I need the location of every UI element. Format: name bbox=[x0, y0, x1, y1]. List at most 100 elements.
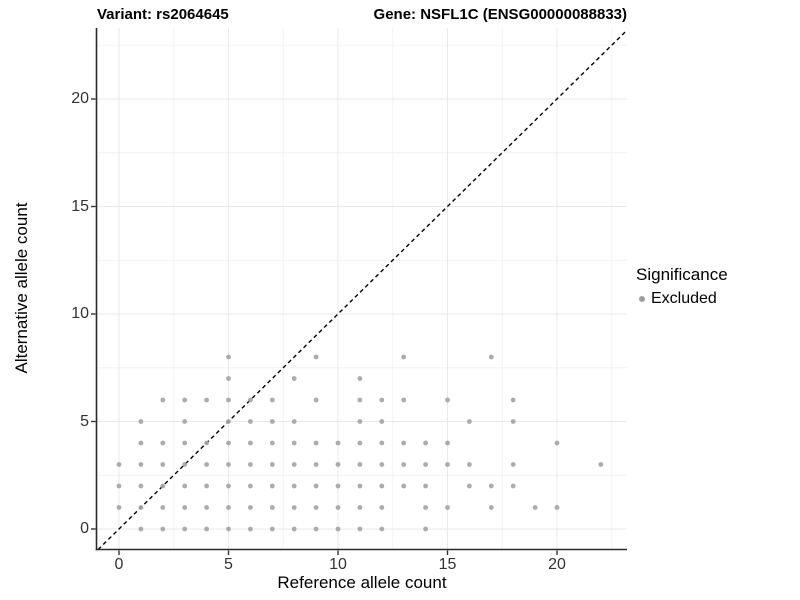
data-point bbox=[160, 462, 166, 467]
data-point bbox=[160, 483, 166, 489]
data-point bbox=[313, 440, 319, 446]
legend-items: Excluded bbox=[636, 290, 728, 308]
data-point bbox=[248, 397, 253, 403]
data-point bbox=[598, 462, 604, 467]
data-point bbox=[182, 462, 188, 467]
data-point bbox=[488, 483, 494, 489]
data-point bbox=[204, 440, 210, 446]
data-point bbox=[116, 505, 122, 510]
x-tick-label: 0 bbox=[114, 556, 124, 573]
data-point bbox=[488, 505, 494, 510]
data-point bbox=[379, 462, 385, 467]
data-point bbox=[291, 462, 297, 467]
data-point bbox=[313, 483, 319, 489]
legend: Significance Excluded bbox=[636, 265, 728, 308]
data-point bbox=[335, 483, 341, 489]
data-point bbox=[248, 526, 253, 532]
data-point bbox=[357, 526, 363, 532]
x-tick-label: 20 bbox=[548, 556, 566, 573]
data-point bbox=[510, 483, 516, 489]
y-tick-label: 5 bbox=[80, 412, 89, 430]
identity-line bbox=[97, 29, 628, 550]
data-point bbox=[204, 462, 210, 467]
data-point bbox=[138, 419, 144, 424]
y-tick-label: 10 bbox=[71, 305, 89, 322]
data-point bbox=[226, 354, 231, 360]
data-point bbox=[226, 397, 231, 403]
data-point bbox=[510, 397, 516, 403]
data-point bbox=[357, 505, 363, 510]
data-point bbox=[467, 462, 472, 467]
plot-title-variant: Variant: rs2064645 bbox=[97, 6, 229, 23]
data-point bbox=[510, 462, 516, 467]
data-point bbox=[269, 505, 275, 510]
data-point bbox=[357, 419, 363, 424]
y-axis-title: Alternative allele count bbox=[12, 202, 31, 374]
x-tick-label: 5 bbox=[224, 556, 233, 573]
data-point bbox=[248, 440, 253, 446]
data-point bbox=[532, 505, 538, 510]
data-point bbox=[313, 526, 319, 532]
data-point bbox=[226, 526, 231, 532]
data-point bbox=[467, 483, 472, 489]
data-point bbox=[335, 526, 341, 532]
data-point bbox=[182, 397, 188, 403]
data-point bbox=[291, 419, 297, 424]
data-point bbox=[269, 397, 275, 403]
data-point bbox=[313, 354, 319, 360]
data-point bbox=[204, 505, 210, 510]
data-point bbox=[204, 397, 210, 403]
plot-title-gene: Gene: NSFL1C (ENSG00000088833) bbox=[373, 6, 627, 23]
data-point bbox=[357, 397, 363, 403]
data-point bbox=[138, 505, 144, 510]
data-point bbox=[313, 397, 319, 403]
legend-item-label: Excluded bbox=[651, 290, 717, 307]
data-point bbox=[357, 483, 363, 489]
data-point bbox=[423, 505, 428, 510]
data-point bbox=[445, 505, 450, 510]
data-point bbox=[138, 526, 144, 532]
x-axis-title: Reference allele count bbox=[277, 573, 447, 592]
data-point bbox=[313, 505, 319, 510]
data-point bbox=[138, 440, 144, 446]
data-point bbox=[269, 440, 275, 446]
data-point bbox=[116, 483, 122, 489]
legend-title: Significance bbox=[636, 265, 728, 284]
data-point bbox=[357, 376, 363, 381]
data-point bbox=[226, 462, 231, 467]
data-point bbox=[467, 419, 472, 424]
data-point bbox=[488, 354, 494, 360]
y-tick-label: 0 bbox=[80, 520, 89, 537]
data-point bbox=[182, 483, 188, 489]
data-point bbox=[423, 440, 428, 446]
data-point bbox=[248, 419, 253, 424]
data-point bbox=[248, 483, 253, 489]
data-point bbox=[182, 526, 188, 532]
data-point bbox=[160, 397, 166, 403]
data-point bbox=[379, 397, 385, 403]
legend-item: Excluded bbox=[639, 290, 728, 308]
data-point bbox=[401, 354, 407, 360]
data-point bbox=[182, 505, 188, 510]
data-point bbox=[291, 505, 297, 510]
data-point bbox=[423, 483, 428, 489]
data-point bbox=[510, 419, 516, 424]
data-point bbox=[379, 440, 385, 446]
data-point bbox=[116, 462, 122, 467]
data-point bbox=[401, 483, 407, 489]
data-point bbox=[423, 526, 428, 532]
data-point bbox=[160, 526, 166, 532]
data-point bbox=[313, 462, 319, 467]
data-point bbox=[291, 440, 297, 446]
data-point bbox=[269, 483, 275, 489]
data-point bbox=[138, 462, 144, 467]
data-point bbox=[554, 440, 560, 446]
y-tick-label: 15 bbox=[71, 197, 89, 215]
x-tick-label: 10 bbox=[329, 556, 347, 573]
y-tick-label: 20 bbox=[71, 90, 89, 107]
data-point bbox=[204, 483, 210, 489]
data-point bbox=[379, 419, 385, 424]
data-point bbox=[379, 483, 385, 489]
